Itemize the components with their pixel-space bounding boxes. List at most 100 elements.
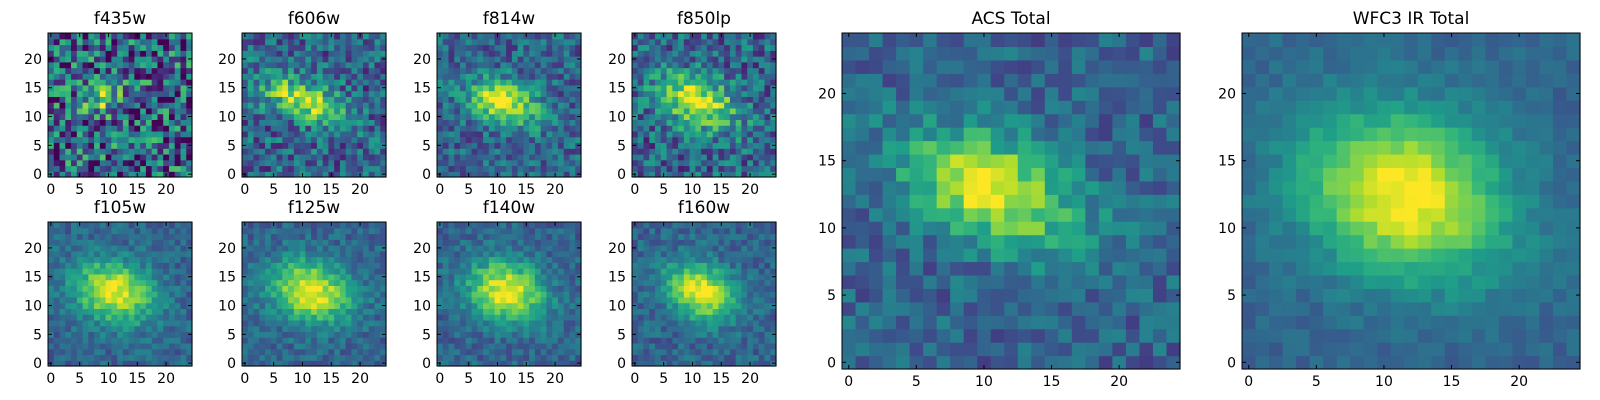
heatmap-cell <box>729 38 737 46</box>
heatmap-cell <box>672 44 679 51</box>
heatmap-cell <box>752 107 760 115</box>
heatmap-cell <box>316 148 324 155</box>
heatmap-cell <box>741 38 748 46</box>
heatmap-cell <box>770 96 777 103</box>
heatmap-cell <box>724 50 731 57</box>
heatmap-cell <box>276 268 283 275</box>
heatmap-cell <box>368 233 376 240</box>
heatmap-cell <box>59 360 66 367</box>
heatmap-cell <box>752 130 760 138</box>
heatmap-cell <box>477 291 484 298</box>
heatmap-cell <box>339 125 347 132</box>
heatmap-cell <box>563 107 571 115</box>
heatmap-cell <box>706 50 714 57</box>
heatmap-cell <box>65 360 72 367</box>
heatmap-cell <box>357 262 364 269</box>
heatmap-cell <box>637 354 645 361</box>
heatmap-cell <box>678 84 685 92</box>
heatmap-cell <box>53 279 61 286</box>
heatmap-cell <box>752 296 760 304</box>
heatmap-cell <box>299 273 306 281</box>
heatmap-cell <box>460 348 467 356</box>
heatmap-cell <box>357 291 364 298</box>
heatmap-cell <box>494 348 501 356</box>
heatmap-cell <box>265 227 272 235</box>
heatmap-cell <box>311 113 318 120</box>
heatmap-cell <box>523 44 530 51</box>
heatmap-cell <box>724 171 731 178</box>
heatmap-cell <box>442 314 450 321</box>
heatmap-cell <box>643 153 650 161</box>
heatmap-cell <box>65 171 72 178</box>
heatmap-cell <box>339 96 347 103</box>
heatmap-cell <box>111 50 118 57</box>
heatmap-cell <box>695 314 702 321</box>
heatmap-cell <box>259 239 266 246</box>
heatmap-cell <box>157 256 164 263</box>
heatmap-cell <box>111 331 118 338</box>
heatmap-cell <box>94 256 101 263</box>
heatmap-cell <box>540 256 548 263</box>
heatmap-cell <box>672 38 679 46</box>
heatmap-cell <box>328 90 335 97</box>
heatmap-cell <box>454 314 461 321</box>
heatmap-cell <box>322 273 329 281</box>
heatmap-cell <box>282 342 289 350</box>
heatmap-cell <box>122 302 130 309</box>
heatmap-cell <box>666 84 673 92</box>
heatmap-cell <box>448 96 455 103</box>
heatmap-cell <box>242 354 249 361</box>
heatmap-cell <box>643 273 650 281</box>
heatmap-cell <box>362 325 370 333</box>
heatmap-cell <box>563 119 571 126</box>
heatmap-cell <box>53 56 61 63</box>
heatmap-cell <box>540 61 548 69</box>
heatmap-cell <box>557 308 565 315</box>
heatmap-cell <box>357 102 364 109</box>
heatmap-cell <box>517 319 524 327</box>
heatmap-cell <box>157 38 164 46</box>
heatmap-cell <box>270 337 278 344</box>
heatmap-cell <box>764 302 771 309</box>
heatmap-cell <box>76 256 84 263</box>
heatmap-cell <box>357 256 364 263</box>
heatmap-cell <box>741 319 748 327</box>
heatmap-cell <box>122 119 130 126</box>
heatmap-cell <box>247 38 255 46</box>
heatmap-cell <box>683 90 691 97</box>
heatmap-cell <box>557 84 565 92</box>
heatmap-cell <box>649 273 656 281</box>
heatmap-cell <box>265 245 272 252</box>
heatmap-cell <box>345 50 353 57</box>
heatmap-cell <box>140 159 147 167</box>
heatmap-cell <box>157 142 164 149</box>
heatmap-cell <box>362 84 370 92</box>
heatmap-cell <box>357 107 364 115</box>
panel-title: f105w <box>94 198 146 218</box>
heatmap-cell <box>483 308 490 315</box>
heatmap-cell <box>334 113 341 120</box>
heatmap-cell <box>128 44 135 51</box>
heatmap-cell <box>695 331 702 338</box>
heatmap-cell <box>71 227 78 235</box>
heatmap-cell <box>59 245 66 252</box>
heatmap-cell <box>637 142 645 149</box>
heatmap-cell <box>683 61 691 69</box>
heatmap-cell <box>157 56 164 63</box>
heatmap-cell <box>293 256 301 263</box>
heatmap-cell <box>448 136 455 144</box>
heatmap-cell <box>345 67 353 74</box>
y-tick-label: 5 <box>227 138 236 154</box>
heatmap-cell <box>128 222 135 229</box>
heatmap-cell <box>253 360 260 367</box>
heatmap-cell <box>59 165 66 172</box>
heatmap-cell <box>552 44 559 51</box>
heatmap-cell <box>276 314 283 321</box>
heatmap-cell <box>660 308 668 315</box>
heatmap-cell <box>552 79 559 86</box>
heatmap-cell <box>88 354 95 361</box>
heatmap-cell <box>163 119 170 126</box>
heatmap-cell <box>111 291 118 298</box>
heatmap-cell <box>540 119 548 126</box>
heatmap-cell <box>741 84 748 92</box>
